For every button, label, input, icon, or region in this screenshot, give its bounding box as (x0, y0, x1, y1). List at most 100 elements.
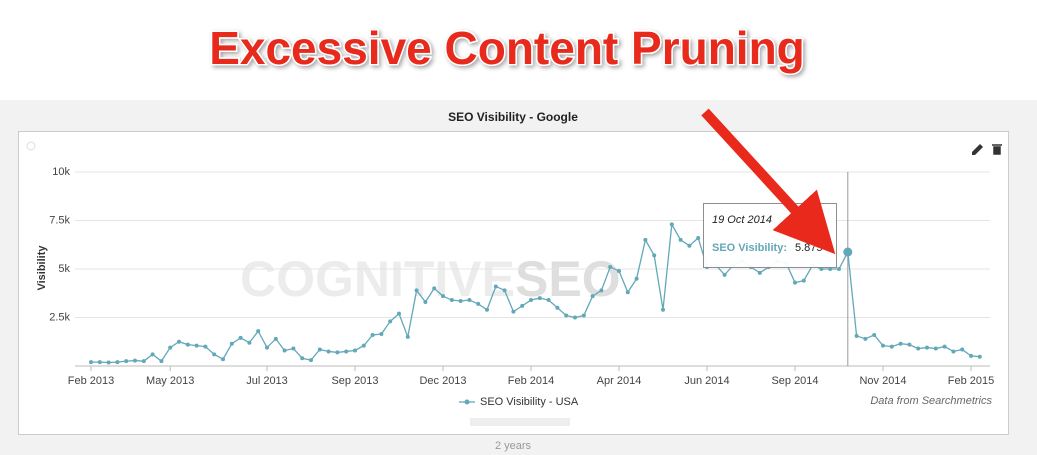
watermark: SEO (515, 251, 621, 307)
data-point (511, 309, 516, 314)
data-point (652, 253, 657, 258)
data-point (353, 348, 357, 353)
data-point (617, 268, 621, 273)
y-tick-label: 5k (58, 263, 70, 275)
legend-label: SEO Visibility - USA (480, 396, 579, 408)
data-point (493, 284, 498, 289)
data-point (397, 311, 401, 316)
data-point (678, 237, 683, 242)
data-point (977, 354, 982, 359)
data-point (229, 341, 234, 346)
data-point (661, 307, 665, 312)
data-point (212, 352, 217, 357)
data-point (335, 350, 340, 355)
data-point (141, 359, 146, 364)
data-point (669, 222, 674, 227)
tooltip-value: 5.875 (795, 242, 823, 254)
chart-box (18, 131, 1009, 435)
data-point (221, 357, 225, 362)
x-tick-label: Jun 2014 (684, 375, 729, 387)
data-point (951, 349, 956, 354)
data-point (115, 360, 120, 365)
data-point (379, 331, 384, 336)
data-point (238, 335, 243, 340)
x-tick-label: Sep 2014 (771, 375, 818, 387)
data-point (168, 345, 173, 350)
scrollbar[interactable] (470, 418, 570, 426)
data-point (203, 344, 208, 349)
x-tick-label: Sep 2013 (331, 375, 378, 387)
data-point (485, 307, 489, 312)
x-tick-label: Feb 2014 (508, 375, 554, 387)
x-tick-label: Apr 2014 (597, 375, 642, 387)
y-axis-label: Visibility (36, 245, 48, 291)
data-point (801, 278, 806, 283)
source-note: Data from Searchmetrics (870, 395, 992, 407)
y-tick-label: 2.5k (49, 311, 70, 323)
data-point (520, 303, 525, 308)
data-point (537, 296, 542, 301)
data-point (793, 280, 797, 285)
data-point (907, 342, 912, 347)
data-point (177, 339, 181, 344)
data-point (643, 237, 648, 242)
range-label: 2 years (495, 440, 532, 452)
data-point (555, 305, 560, 310)
data-point (599, 288, 604, 293)
x-tick-label: Dec 2013 (419, 375, 466, 387)
data-point (933, 346, 938, 351)
data-point (916, 346, 921, 351)
data-point (300, 356, 305, 361)
data-point (625, 290, 630, 295)
data-point (185, 342, 190, 347)
data-point (441, 294, 445, 299)
tooltip-label: SEO Visibility: (712, 242, 787, 254)
data-point (476, 301, 481, 306)
data-point (291, 346, 296, 351)
data-point (872, 332, 877, 337)
x-tick-label: Nov 2014 (859, 375, 906, 387)
data-point (273, 336, 278, 341)
data-point (843, 247, 853, 257)
data-point (150, 352, 155, 357)
data-point (159, 359, 164, 364)
data-point (502, 288, 507, 293)
data-point (97, 360, 102, 365)
select-dot[interactable] (26, 141, 36, 151)
tooltip-date: 19 Oct 2014 (712, 214, 772, 226)
data-point (854, 333, 859, 338)
data-point (256, 329, 261, 334)
data-point (608, 265, 613, 270)
y-tick-label: 7.5k (49, 214, 70, 226)
headline: Excessive Content Pruning (209, 22, 805, 74)
edit-icon[interactable] (972, 144, 983, 155)
data-point (687, 243, 692, 248)
data-point (405, 334, 410, 339)
data-point (194, 343, 199, 348)
data-point (546, 298, 551, 303)
data-point (467, 298, 472, 303)
x-tick-label: Feb 2013 (68, 375, 114, 387)
data-point (458, 299, 463, 304)
data-point (581, 313, 586, 318)
x-tick-label: Jul 2013 (246, 375, 288, 387)
data-point (247, 340, 252, 345)
data-point (881, 343, 885, 348)
data-point (863, 336, 868, 341)
data-point (326, 349, 331, 354)
data-point (757, 270, 762, 275)
data-point (898, 341, 903, 346)
data-point (423, 299, 428, 304)
chart-title: SEO Visibility - Google (448, 110, 578, 124)
data-point (124, 359, 129, 364)
data-point (696, 235, 701, 240)
x-tick-label: Feb 2015 (948, 375, 994, 387)
data-point (969, 353, 973, 358)
data-point (837, 267, 841, 271)
data-point (942, 344, 947, 349)
data-point (106, 360, 111, 365)
data-point (432, 286, 437, 291)
delete-icon[interactable] (992, 144, 1002, 155)
data-point (573, 315, 577, 320)
